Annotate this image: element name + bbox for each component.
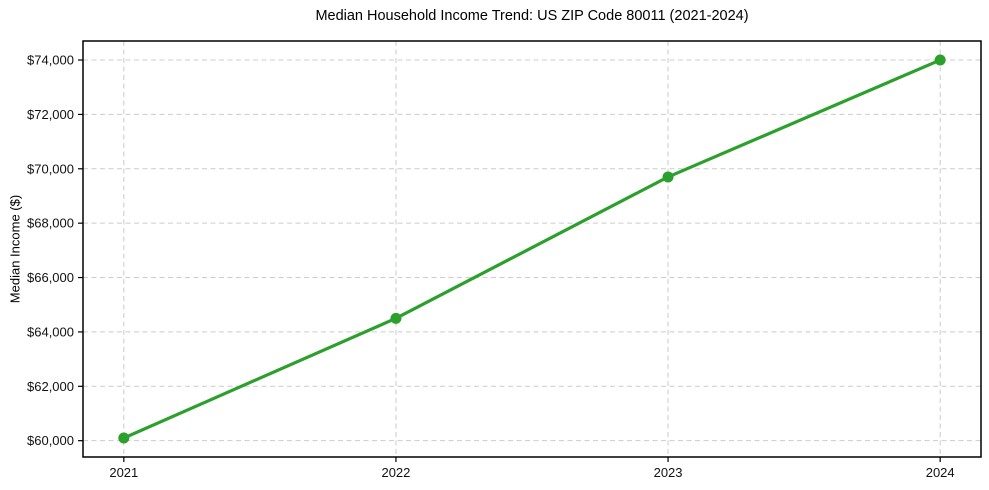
y-tick-label: $72,000 bbox=[27, 107, 74, 122]
x-tick-label: 2023 bbox=[654, 465, 683, 480]
y-tick-label: $74,000 bbox=[27, 53, 74, 68]
data-point-marker bbox=[118, 432, 130, 444]
y-tick-label: $64,000 bbox=[27, 324, 74, 339]
plot-border bbox=[82, 40, 982, 458]
x-tick-label: 2022 bbox=[381, 465, 410, 480]
chart-title: Median Household Income Trend: US ZIP Co… bbox=[315, 8, 749, 24]
x-tick-label: 2024 bbox=[926, 465, 955, 480]
y-tick-label: $68,000 bbox=[27, 216, 74, 231]
data-point-marker bbox=[662, 171, 674, 183]
data-point-marker bbox=[934, 54, 946, 66]
y-tick-label: $60,000 bbox=[27, 433, 74, 448]
x-tick-label: 2021 bbox=[109, 465, 138, 480]
trend-line bbox=[122, 58, 942, 440]
data-point-marker bbox=[390, 312, 402, 324]
y-tick-label: $70,000 bbox=[27, 161, 74, 176]
y-tick-label: $66,000 bbox=[27, 270, 74, 285]
y-tick-label: $62,000 bbox=[27, 379, 74, 394]
